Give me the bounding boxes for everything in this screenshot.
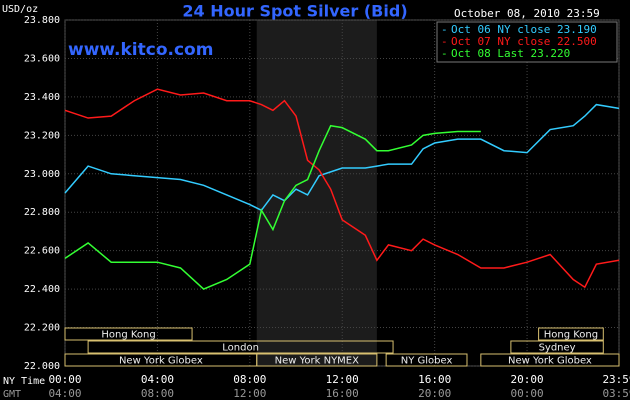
x2-tick-label: 16:00	[326, 387, 359, 400]
session-box	[510, 340, 604, 354]
session-box	[538, 327, 604, 341]
session-label: NY Globex	[401, 356, 453, 367]
series-line	[64, 88, 620, 289]
session-label: Sydney	[539, 343, 576, 354]
session-label: Hong Kong	[544, 330, 598, 341]
legend-marker: -	[441, 23, 448, 36]
session-label: New York Globex	[119, 356, 203, 367]
x2-axis-label: GMT	[3, 389, 21, 400]
session-label: New York NYMEX	[275, 356, 360, 367]
session-label: New York Globex	[508, 356, 592, 367]
x2-tick-label: 00:00	[510, 387, 543, 400]
x2-tick-label: 08:00	[141, 387, 174, 400]
legend-label: Oct 06 NY close 23.190	[451, 23, 597, 36]
y-tick-label: 23.600	[24, 53, 60, 64]
session-label: Hong Kong	[101, 330, 155, 341]
x-tick-label: 08:00	[233, 373, 266, 386]
legend-label: Oct 08 Last 23.220	[451, 47, 570, 60]
legend-box	[436, 21, 618, 63]
y-tick-label: 23.800	[24, 15, 60, 26]
y-tick-label: 23.200	[24, 130, 60, 141]
x-tick-label: 04:00	[141, 373, 174, 386]
legend: - Oct 06 NY close 23.190- Oct 07 NY close …	[436, 21, 618, 63]
x-tick-label: 12:00	[326, 373, 359, 386]
x-axis-label: NY Time	[3, 376, 45, 387]
legend-marker: -	[441, 35, 448, 48]
x-tick-label: 23:59	[602, 373, 630, 386]
chart-title: 24 Hour Spot Silver (Bid)	[182, 2, 407, 21]
watermark: www.kitco.com	[68, 40, 213, 60]
session-box	[87, 340, 394, 354]
series-line	[64, 124, 481, 290]
series-line	[64, 103, 620, 212]
legend-label: Oct 07 NY close 22.500	[451, 35, 597, 48]
y-tick-label: 22.400	[24, 284, 60, 295]
shaded-region	[256, 20, 377, 366]
x-tick-label: 16:00	[418, 373, 451, 386]
x2-tick-label: 04:00	[48, 387, 81, 400]
legend-marker: -	[441, 47, 448, 60]
session-box	[64, 327, 193, 341]
y-tick-label: 22.600	[24, 246, 60, 257]
y-axis-label: USD/oz	[2, 4, 38, 15]
timestamp: October 08, 2010 23:59	[454, 7, 600, 20]
session-box	[480, 353, 620, 367]
session-box	[385, 353, 468, 367]
session-label: London	[222, 343, 259, 354]
y-tick-label: 22.200	[24, 323, 60, 334]
x-tick-label: 20:00	[510, 373, 543, 386]
x-tick-label: 00:00	[48, 373, 81, 386]
x2-tick-label: 20:00	[418, 387, 451, 400]
y-tick-label: 22.800	[24, 207, 60, 218]
x2-tick-label: 03:59	[602, 387, 630, 400]
y-tick-label: 22.000	[24, 361, 60, 372]
session-box	[256, 353, 378, 367]
y-tick-label: 23.000	[24, 169, 60, 180]
x2-tick-label: 12:00	[233, 387, 266, 400]
y-tick-label: 23.400	[24, 92, 60, 103]
